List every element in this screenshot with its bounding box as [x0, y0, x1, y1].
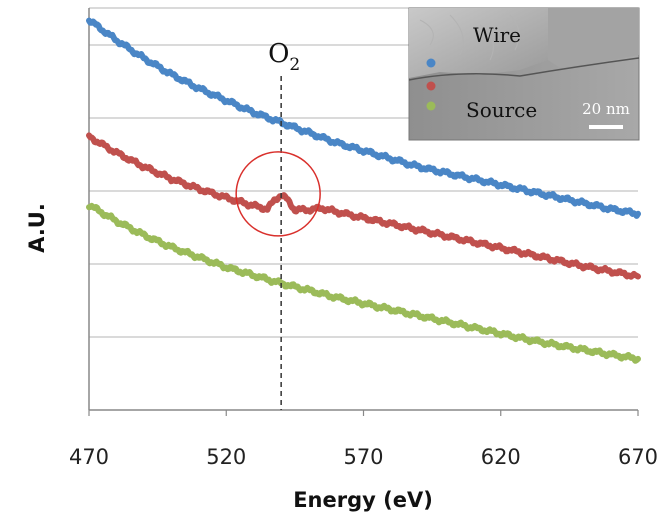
series-group: [86, 17, 641, 364]
inset-dot-green: [426, 101, 436, 111]
x-axis-title: Energy (eV): [293, 488, 433, 512]
inset-wire-region: [409, 8, 548, 78]
y-axis-title: A.U.: [25, 203, 49, 253]
inset-texture: [419, 14, 520, 61]
x-tick-label-470: 470: [69, 445, 109, 469]
inset-source-label: Source: [466, 98, 537, 122]
o2-letter: O: [268, 39, 289, 69]
o2-annotation: O2: [268, 39, 300, 75]
series-line-0: [86, 17, 641, 219]
x-tick-label-520: 520: [206, 445, 246, 469]
o2-subscript: 2: [289, 55, 300, 75]
x-tick-labels: 470 520 570 620 670: [69, 445, 658, 469]
inset-micrograph: Wire Source 20 nm: [408, 7, 640, 141]
x-tick-label-620: 620: [481, 445, 521, 469]
series-line-1: [86, 132, 641, 280]
inset-scale-bar: [589, 125, 623, 129]
inset-interface-line: [408, 57, 640, 81]
x-tick-label-570: 570: [343, 445, 383, 469]
series-line-2: [86, 202, 641, 364]
inset-scale-label: 20 nm: [582, 100, 630, 118]
inset-dot-red: [426, 81, 436, 91]
o2-peak-circle: [235, 151, 321, 237]
inset-right-region: [548, 8, 639, 68]
inset-dot-blue: [426, 58, 436, 68]
x-tick-label-670: 670: [618, 445, 658, 469]
x-tick-marks: [88, 410, 639, 416]
inset-wire-label: Wire: [473, 23, 521, 47]
